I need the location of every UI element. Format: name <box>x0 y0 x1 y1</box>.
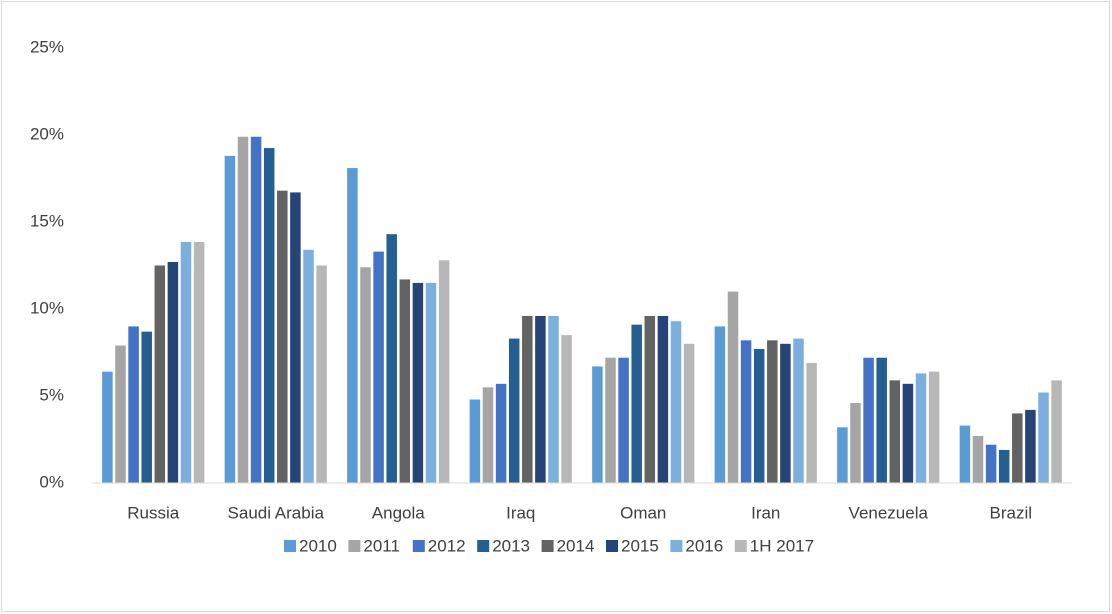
bar <box>727 291 739 483</box>
bar <box>412 282 424 483</box>
x-tick-label: Oman <box>620 503 666 522</box>
bar <box>548 315 559 483</box>
bar <box>180 242 192 483</box>
bar <box>1038 392 1049 483</box>
y-tick-label: 10% <box>30 298 64 317</box>
bar <box>959 425 971 483</box>
bar <box>780 343 791 483</box>
bar <box>631 324 642 483</box>
bar <box>360 267 371 483</box>
bar <box>889 380 901 483</box>
bar <box>972 436 984 483</box>
x-tick-label: Iraq <box>506 503 535 522</box>
y-tick-label: 5% <box>39 385 64 404</box>
bar <box>670 321 682 483</box>
bar <box>482 387 494 483</box>
bar <box>128 326 139 483</box>
bar <box>605 357 616 483</box>
legend-label: 2014 <box>557 536 595 555</box>
bar <box>263 148 275 484</box>
bar <box>850 402 861 483</box>
bar <box>102 371 113 483</box>
y-tick-label: 15% <box>30 211 64 230</box>
bar <box>373 251 384 483</box>
legend-swatch <box>284 540 296 552</box>
legend-label: 2010 <box>299 536 337 555</box>
bar <box>1025 409 1036 483</box>
x-tick-label: Brazil <box>989 503 1032 522</box>
legend-label: 1H 2017 <box>750 536 814 555</box>
bar <box>495 383 507 483</box>
bar <box>985 444 997 483</box>
bar <box>303 249 314 483</box>
bar <box>561 335 572 483</box>
bar <box>316 265 327 483</box>
legend-label: 2012 <box>428 536 466 555</box>
legend-swatch <box>348 540 361 552</box>
legend-swatch <box>477 540 490 552</box>
bar <box>425 282 437 483</box>
bar <box>508 338 520 483</box>
bar <box>399 279 411 483</box>
bar <box>657 315 669 483</box>
x-tick-label: Iran <box>751 503 780 522</box>
bar <box>193 242 205 483</box>
bar <box>224 155 236 483</box>
bar <box>250 136 262 484</box>
bar <box>535 315 546 483</box>
bar <box>277 190 288 483</box>
legend-label: 2011 <box>363 536 400 555</box>
bar <box>167 262 179 483</box>
bar <box>915 373 927 483</box>
bar <box>1012 413 1023 483</box>
bar <box>740 340 752 483</box>
legend-label: 2015 <box>621 536 659 555</box>
legend-swatch <box>606 540 618 552</box>
x-tick-label: Angola <box>372 503 425 522</box>
bar <box>902 383 914 483</box>
bar <box>714 326 726 483</box>
bar <box>592 366 603 483</box>
bar <box>876 357 887 483</box>
legend-swatch <box>541 540 554 552</box>
y-tick-label: 25% <box>30 37 64 56</box>
legend-swatch <box>412 540 425 552</box>
bar <box>928 371 940 483</box>
x-tick-label: Saudi Arabia <box>228 503 325 522</box>
bar <box>683 343 695 483</box>
x-tick-label: Russia <box>127 503 180 522</box>
bar <box>753 349 765 483</box>
bar <box>154 265 166 483</box>
legend-swatch <box>670 540 683 552</box>
bar <box>1051 380 1062 483</box>
bar <box>618 357 629 483</box>
bar <box>837 427 848 483</box>
bar <box>438 260 450 483</box>
y-tick-label: 0% <box>39 472 64 491</box>
bar <box>469 399 481 483</box>
bar <box>522 315 533 483</box>
bar <box>793 338 804 483</box>
bar <box>386 234 397 483</box>
bar <box>644 315 656 483</box>
x-tick-label: Venezuela <box>849 503 929 522</box>
y-tick-label: 20% <box>30 124 64 143</box>
legend-swatch <box>734 540 747 552</box>
bar <box>347 168 358 483</box>
bar <box>863 357 874 483</box>
legend-label: 2013 <box>492 536 530 555</box>
bar <box>290 192 301 484</box>
bar <box>767 340 778 483</box>
bar <box>115 345 126 483</box>
bar <box>806 362 817 483</box>
bar <box>998 449 1010 483</box>
bar <box>141 331 152 483</box>
bar <box>237 136 249 484</box>
legend-label: 2016 <box>685 536 723 555</box>
